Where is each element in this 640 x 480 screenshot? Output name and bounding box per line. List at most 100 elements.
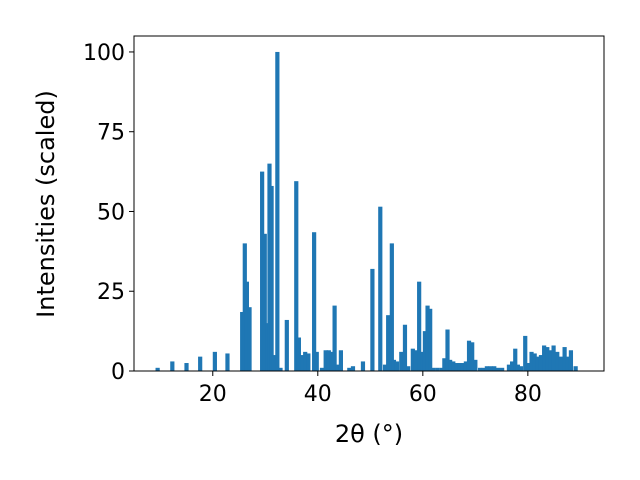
- bar: [442, 358, 447, 371]
- bar: [555, 351, 560, 371]
- bar: [350, 366, 356, 371]
- bar: [370, 268, 375, 371]
- plot-area-frame: [133, 35, 605, 372]
- bar: [402, 324, 408, 371]
- bar: [198, 356, 203, 371]
- x-tick-label: 60: [409, 382, 437, 407]
- bar: [269, 185, 274, 371]
- y-tick-label: 0: [111, 360, 125, 385]
- bar: [477, 367, 483, 371]
- bar: [389, 243, 394, 371]
- bar: [338, 350, 343, 371]
- bar: [386, 315, 391, 371]
- bar: [448, 359, 453, 371]
- bar: [413, 350, 418, 371]
- bar: [470, 342, 475, 371]
- bar: [242, 243, 247, 371]
- bar: [495, 367, 501, 371]
- bar: [332, 305, 337, 371]
- bar: [551, 345, 556, 371]
- bar: [466, 340, 472, 371]
- bar: [275, 51, 280, 371]
- bar: [212, 351, 217, 371]
- bar: [565, 356, 570, 371]
- bars-group: [155, 51, 578, 371]
- bar: [420, 351, 425, 371]
- bar: [488, 366, 493, 371]
- bar: [294, 181, 299, 371]
- bar: [323, 350, 328, 371]
- bar: [532, 353, 537, 371]
- bar: [562, 347, 567, 371]
- bar: [454, 363, 459, 371]
- bar: [406, 366, 411, 371]
- y-axis-ticks: 0 25 50 75 100: [83, 41, 134, 385]
- y-axis-label: Intensities (scaled): [32, 90, 60, 318]
- bar: [484, 366, 489, 371]
- bar: [378, 206, 383, 371]
- bar: [314, 351, 319, 371]
- bar: [247, 307, 252, 371]
- bar: [568, 350, 574, 371]
- bar: [329, 351, 335, 371]
- y-tick-label: 100: [83, 41, 125, 66]
- x-tick-label: 80: [514, 382, 542, 407]
- bar: [435, 367, 440, 371]
- bar: [542, 345, 547, 371]
- bar: [515, 364, 520, 371]
- y-tick-label: 50: [97, 200, 125, 225]
- bar: [347, 367, 352, 371]
- bar: [284, 319, 289, 371]
- bar: [391, 359, 397, 371]
- bar: [382, 364, 388, 371]
- bar: [184, 363, 189, 371]
- bar: [513, 348, 518, 371]
- bar: [445, 329, 450, 371]
- bar: [417, 281, 422, 371]
- bar: [500, 367, 505, 371]
- bar: [360, 361, 366, 371]
- bar: [425, 305, 430, 371]
- bar: [538, 355, 544, 371]
- bar: [457, 363, 462, 371]
- x-tick-label: 20: [199, 382, 227, 407]
- bar: [278, 367, 283, 371]
- bar: [300, 355, 305, 371]
- bar: [296, 337, 301, 371]
- bar: [428, 308, 433, 371]
- bar: [523, 335, 528, 371]
- bar: [529, 351, 534, 371]
- bar: [326, 350, 331, 371]
- bar: [492, 366, 497, 371]
- bar: [545, 347, 550, 371]
- bar: [244, 281, 249, 371]
- bar: [271, 355, 276, 371]
- bar: [451, 361, 456, 371]
- bar: [394, 361, 400, 371]
- bar: [463, 361, 468, 371]
- x-tick-label: 40: [304, 382, 332, 407]
- bar: [548, 350, 553, 371]
- bar: [535, 356, 540, 371]
- bar: [312, 232, 317, 371]
- bar: [155, 367, 160, 371]
- bar: [303, 351, 308, 371]
- bar: [319, 367, 325, 371]
- bar: [335, 364, 340, 371]
- bar: [399, 351, 404, 371]
- bar: [506, 364, 512, 371]
- bar: [473, 359, 478, 371]
- bar: [410, 348, 415, 371]
- bar: [518, 366, 524, 371]
- bar: [439, 367, 444, 371]
- bar: [431, 367, 436, 371]
- bar: [510, 361, 515, 371]
- bar: [170, 361, 175, 371]
- bar: [460, 363, 465, 371]
- bar: [558, 356, 564, 371]
- bar: [573, 366, 578, 371]
- x-axis-label: 2θ (°): [335, 420, 403, 448]
- bar: [265, 323, 270, 371]
- bar: [240, 311, 245, 371]
